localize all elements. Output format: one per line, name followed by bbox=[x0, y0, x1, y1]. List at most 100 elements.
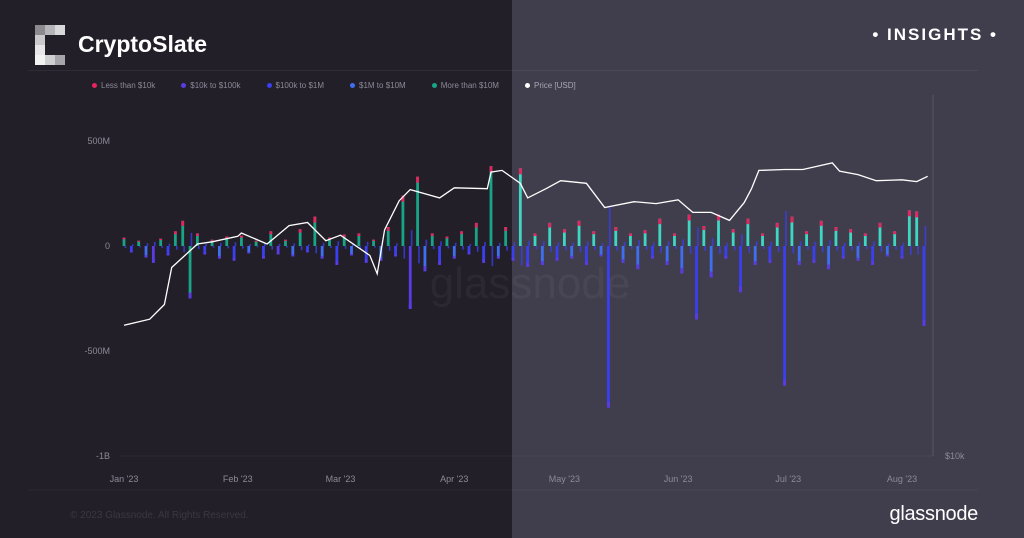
bar bbox=[834, 227, 838, 246]
bar bbox=[240, 235, 243, 246]
bar-secondary bbox=[601, 243, 604, 246]
bar bbox=[225, 236, 229, 246]
bar-secondary bbox=[623, 241, 626, 246]
y-tick-label: 0 bbox=[105, 241, 110, 251]
bar-cap bbox=[386, 227, 390, 231]
legend-label: Less than $10k bbox=[101, 81, 156, 90]
bar bbox=[746, 218, 750, 246]
bar-cap bbox=[137, 240, 141, 242]
brand-name: CryptoSlate bbox=[78, 31, 208, 57]
legend-item[interactable]: More than $10M bbox=[431, 81, 499, 90]
bar bbox=[313, 216, 317, 246]
bar-cap bbox=[357, 233, 361, 236]
legend-item[interactable]: $1M to $10M bbox=[350, 81, 406, 90]
bar-cap bbox=[122, 237, 126, 240]
bar-secondary bbox=[719, 246, 721, 254]
bar bbox=[423, 246, 427, 272]
bar-secondary bbox=[506, 246, 508, 251]
bar-cap bbox=[555, 257, 559, 261]
legend-item[interactable]: Price [USD] bbox=[524, 81, 576, 90]
bar bbox=[658, 218, 662, 246]
bar-secondary bbox=[396, 243, 398, 246]
bar bbox=[709, 246, 713, 278]
bar bbox=[438, 246, 442, 265]
bar-secondary bbox=[564, 246, 567, 251]
bar bbox=[262, 246, 265, 259]
bar-cap bbox=[416, 176, 419, 183]
bar bbox=[621, 246, 625, 263]
x-tick-label: Jul '23 bbox=[775, 474, 801, 484]
bar-cap bbox=[746, 218, 750, 225]
bar-cap bbox=[342, 234, 346, 237]
bar-secondary bbox=[286, 246, 288, 248]
bar bbox=[298, 229, 302, 246]
copyright: © 2023 Glassnode. All Rights Reserved. bbox=[70, 510, 249, 521]
bar-secondary bbox=[748, 246, 751, 253]
bar-cap bbox=[445, 236, 449, 239]
bar bbox=[533, 233, 537, 246]
bar bbox=[555, 246, 559, 261]
bar-secondary bbox=[704, 246, 707, 251]
bar-secondary bbox=[476, 246, 479, 252]
bar bbox=[526, 246, 530, 267]
bar-secondary bbox=[256, 246, 259, 248]
bar-cap bbox=[438, 261, 442, 265]
bar-cap bbox=[665, 261, 669, 265]
bar-secondary bbox=[858, 242, 861, 246]
bar-cap bbox=[533, 233, 537, 236]
bar bbox=[489, 166, 493, 246]
bar-cap bbox=[687, 214, 691, 221]
bar bbox=[518, 168, 522, 246]
bar bbox=[584, 246, 588, 265]
bar-cap bbox=[812, 259, 816, 263]
bar bbox=[570, 246, 574, 259]
y-tick-label: 500M bbox=[87, 136, 110, 146]
legend-item[interactable]: $100k to $1M bbox=[266, 81, 324, 90]
bar-secondary bbox=[278, 243, 281, 246]
bar-cap bbox=[775, 222, 779, 228]
bar-secondary bbox=[697, 227, 699, 246]
bar bbox=[599, 246, 603, 257]
bar-secondary bbox=[572, 242, 574, 246]
bar-cap bbox=[496, 256, 500, 259]
cryptoslate-logo-icon bbox=[35, 25, 65, 65]
bar-cap bbox=[834, 227, 838, 231]
bar bbox=[122, 237, 126, 246]
bar bbox=[284, 239, 287, 246]
bar bbox=[636, 246, 640, 270]
bar-secondary bbox=[513, 242, 516, 246]
bar-secondary bbox=[410, 230, 413, 246]
bar bbox=[680, 246, 684, 274]
insights-badge: • INSIGHTS • bbox=[872, 25, 998, 44]
legend-dot-icon bbox=[350, 83, 356, 88]
bar-cap bbox=[599, 254, 603, 257]
bar-cap bbox=[753, 261, 757, 265]
bar-secondary bbox=[851, 246, 853, 251]
bar bbox=[827, 246, 831, 270]
bar-cap bbox=[717, 214, 720, 221]
bar bbox=[849, 229, 853, 246]
bar bbox=[915, 211, 919, 246]
bar-cap bbox=[922, 319, 926, 326]
bar bbox=[812, 246, 816, 263]
bar bbox=[218, 246, 221, 259]
bar-cap bbox=[460, 231, 464, 235]
bar-secondary bbox=[293, 243, 296, 246]
bar-secondary bbox=[763, 246, 765, 250]
bar-cap bbox=[372, 239, 375, 241]
bar-secondary bbox=[924, 226, 927, 246]
bar-cap bbox=[885, 254, 889, 257]
bar-secondary bbox=[388, 246, 391, 251]
bar bbox=[181, 220, 185, 246]
legend-item[interactable]: $10k to $100k bbox=[181, 81, 241, 90]
bar-secondary bbox=[755, 241, 758, 246]
bar-secondary bbox=[484, 241, 486, 246]
bar-cap bbox=[144, 255, 148, 258]
bar-cap bbox=[584, 261, 588, 265]
legend-dot-icon bbox=[181, 83, 187, 88]
x-tick-label: Jan '23 bbox=[110, 474, 139, 484]
bar-secondary bbox=[814, 241, 817, 246]
legend-dot-icon bbox=[524, 83, 530, 88]
legend-item[interactable]: Less than $10k bbox=[92, 81, 155, 90]
bar-secondary bbox=[770, 241, 773, 246]
